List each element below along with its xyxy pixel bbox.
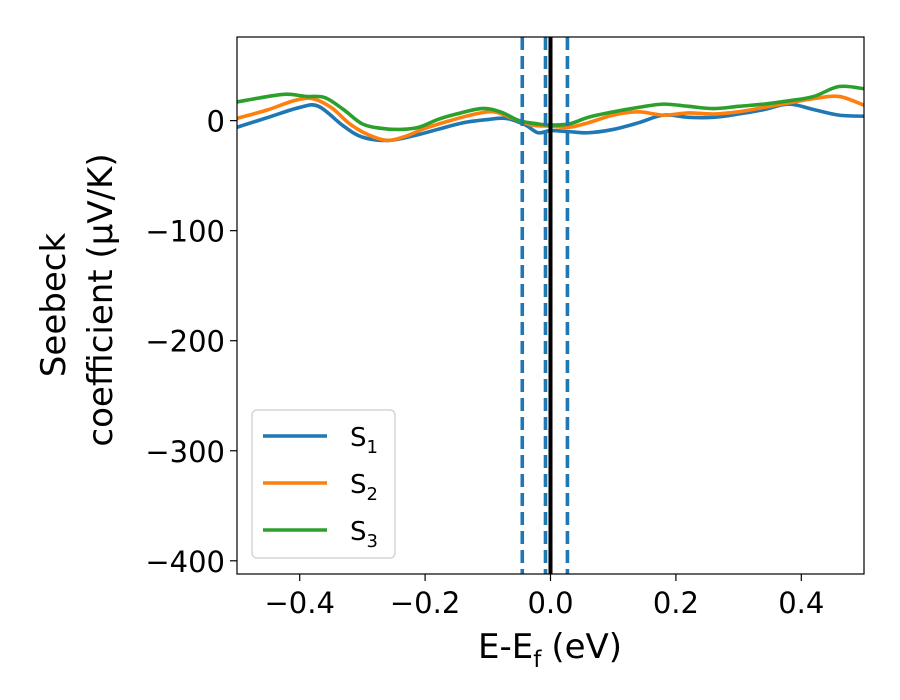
x-axis-title: E-Ef (eV) (478, 627, 622, 673)
legend-label-s3: S3 (350, 517, 378, 552)
y-axis-title-line1: Seebeck (34, 233, 74, 378)
legend-items: S1 S2 S3 (263, 423, 378, 552)
axis-ticks: −0.4 −0.2 0.0 0.2 0.4 0 −100 −200 −300 −400 (145, 105, 824, 620)
x-tick-label: 0.0 (527, 586, 573, 620)
legend: S1 S2 S3 (251, 409, 396, 559)
axes-frame (236, 36, 865, 575)
y-tick-label: −400 (145, 545, 225, 579)
series-line-s3 (237, 84, 864, 132)
y-tick-label: 0 (207, 105, 225, 139)
x-tick-label: −0.2 (390, 586, 460, 620)
legend-label-s1: S1 (350, 423, 378, 458)
y-tick-label: −200 (145, 325, 225, 359)
legend-label-s2: S2 (350, 470, 378, 505)
y-tick-label: −300 (145, 435, 225, 469)
y-axis-title-line2: coefficient (μV/K) (81, 153, 121, 446)
x-tick-label: 0.4 (778, 586, 824, 620)
y-tick-label: −100 (145, 215, 225, 249)
series-line-s2 (237, 94, 864, 143)
x-tick-label: −0.4 (264, 586, 334, 620)
x-tick-label: 0.2 (653, 586, 699, 620)
plot-area (237, 37, 864, 574)
